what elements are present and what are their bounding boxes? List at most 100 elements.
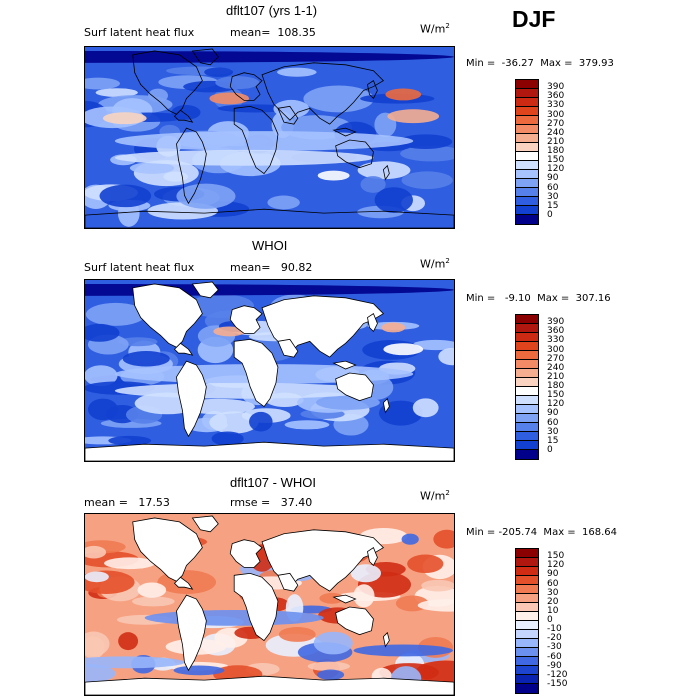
panel-2-mean-label: mean= 90.82 <box>230 261 313 274</box>
colorbar-label: 0 <box>547 444 553 455</box>
colorbar-swatch <box>516 143 538 152</box>
colorbar-swatch <box>516 324 538 333</box>
panel-1-map <box>84 46 455 229</box>
colorbar-swatch <box>516 134 538 143</box>
panel-2-title: WHOI <box>252 238 288 253</box>
colorbar-label: 30 <box>547 587 559 598</box>
colorbar-swatch <box>516 414 538 423</box>
colorbar-label: -20 <box>547 633 562 644</box>
panel-1-title: dflt107 (yrs 1-1) <box>226 3 318 18</box>
colorbar-swatch <box>516 152 538 161</box>
colorbar-label: 360 <box>547 91 565 102</box>
colorbar-swatch <box>516 161 538 170</box>
colorbar-swatch <box>516 197 538 206</box>
colorbar-swatch <box>516 603 538 612</box>
colorbar-label: 330 <box>547 335 565 346</box>
colorbar-label: 360 <box>547 326 565 337</box>
colorbar-swatch <box>516 423 538 432</box>
colorbar-swatch <box>516 441 538 450</box>
colorbar-label: 30 <box>547 191 559 202</box>
colorbar-swatch <box>516 549 538 558</box>
colorbar-label: -120 <box>547 669 568 680</box>
colorbar-swatch <box>516 684 538 693</box>
colorbar-label: 390 <box>547 317 565 328</box>
colorbar-label: 180 <box>547 146 565 156</box>
colorbar-swatch <box>516 89 538 98</box>
colorbar-swatch <box>516 378 538 387</box>
colorbar-swatch <box>516 657 538 666</box>
colorbar-swatch <box>516 639 538 648</box>
panel-2-variable-label: Surf latent heat flux <box>84 261 195 274</box>
colorbar-swatch <box>516 648 538 657</box>
colorbar-label: 90 <box>547 408 559 419</box>
colorbar-swatch <box>516 333 538 342</box>
colorbar-swatch <box>516 630 538 639</box>
map-plot <box>85 47 454 228</box>
colorbar-label: 120 <box>547 164 565 175</box>
panel-1-colorbar <box>515 79 539 225</box>
panel-2-minmax: Min = -9.10 Max = 307.16 <box>466 293 611 304</box>
panel-3-colorbar <box>515 548 539 694</box>
colorbar-label: 150 <box>547 551 565 562</box>
panel-1-units: W/m2 <box>420 22 450 36</box>
colorbar-swatch <box>516 612 538 621</box>
map-plot <box>85 514 454 695</box>
colorbar-label: 210 <box>547 136 565 147</box>
colorbar-label: 390 <box>547 82 565 93</box>
colorbar-swatch <box>516 360 538 369</box>
colorbar-label: -90 <box>547 660 562 671</box>
colorbar-label: 240 <box>547 127 565 138</box>
colorbar-label: 60 <box>547 417 559 428</box>
colorbar-swatch <box>516 450 538 459</box>
colorbar-swatch <box>516 576 538 585</box>
colorbar-swatch <box>516 585 538 594</box>
colorbar-label: 210 <box>547 371 565 382</box>
colorbar-swatch <box>516 387 538 396</box>
colorbar-label: 330 <box>547 100 565 111</box>
colorbar-swatch <box>516 342 538 351</box>
colorbar-swatch <box>516 315 538 324</box>
colorbar-label: -150 <box>547 678 568 689</box>
colorbar-swatch <box>516 405 538 414</box>
panel-3-units: W/m2 <box>420 489 450 503</box>
colorbar-label: 240 <box>547 362 565 373</box>
panel-2-colorbar <box>515 314 539 460</box>
colorbar-swatch <box>516 206 538 215</box>
panel-2-map <box>84 279 455 462</box>
panel-1-variable-label: Surf latent heat flux <box>84 26 195 39</box>
colorbar-swatch <box>516 125 538 134</box>
colorbar-label: 10 <box>547 605 559 616</box>
colorbar-swatch <box>516 98 538 107</box>
colorbar-swatch <box>516 170 538 179</box>
colorbar-swatch <box>516 567 538 576</box>
colorbar-label: 90 <box>547 173 559 184</box>
colorbar-label: 300 <box>547 109 565 120</box>
colorbar-swatch <box>516 594 538 603</box>
map-plot <box>85 280 454 461</box>
colorbar-label: 270 <box>547 118 565 129</box>
colorbar-label: 120 <box>547 399 565 410</box>
colorbar-label: -60 <box>547 651 562 662</box>
colorbar-swatch <box>516 621 538 630</box>
panel-3-map <box>84 513 455 696</box>
colorbar-swatch <box>516 188 538 197</box>
colorbar-label: 20 <box>547 596 559 607</box>
colorbar-label: -30 <box>547 642 562 653</box>
panel-3-minmax: Min = -205.74 Max = 168.64 <box>466 527 618 538</box>
colorbar-swatch <box>516 80 538 89</box>
colorbar-label: 150 <box>547 155 565 166</box>
colorbar-swatch <box>516 666 538 675</box>
colorbar-label: 60 <box>547 182 559 193</box>
colorbar-swatch <box>516 107 538 116</box>
colorbar-swatch <box>516 675 538 684</box>
colorbar-label: 15 <box>547 200 559 211</box>
colorbar-label: 15 <box>547 435 559 446</box>
panel-3-rmse-label: rmse = 37.40 <box>230 496 313 509</box>
colorbar-label: 30 <box>547 426 559 437</box>
season-label: DJF <box>512 6 556 32</box>
colorbar-label: 120 <box>547 560 565 571</box>
panel-3-title: dflt107 - WHOI <box>230 475 316 490</box>
colorbar-swatch <box>516 215 538 224</box>
colorbar-label: 0 <box>547 615 553 625</box>
colorbar-label: 0 <box>547 209 553 220</box>
